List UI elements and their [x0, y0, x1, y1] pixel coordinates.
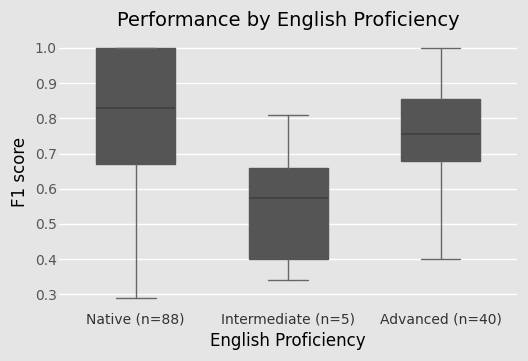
Title: Performance by English Proficiency: Performance by English Proficiency — [117, 11, 459, 30]
PathPatch shape — [96, 48, 175, 164]
PathPatch shape — [401, 99, 480, 161]
Y-axis label: F1 score: F1 score — [11, 137, 29, 207]
X-axis label: English Proficiency: English Proficiency — [210, 332, 366, 350]
PathPatch shape — [249, 168, 328, 259]
